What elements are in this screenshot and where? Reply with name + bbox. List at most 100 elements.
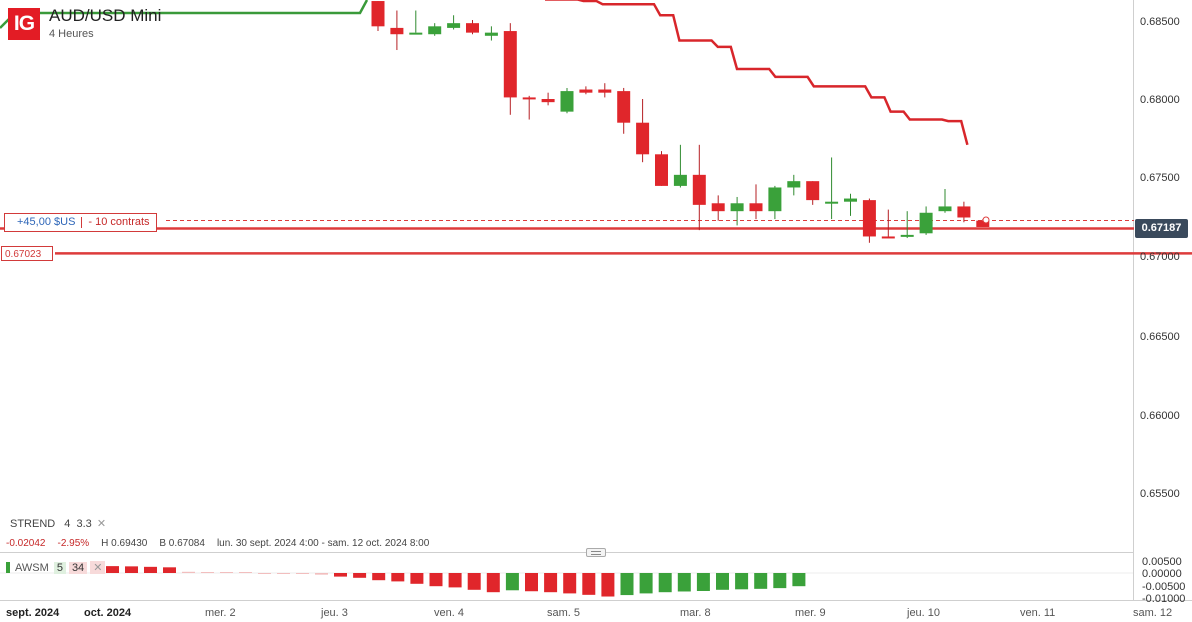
strend-param-2: 3.3 [76, 518, 92, 530]
candle [787, 174, 801, 196]
x-tick: sam. 5 [547, 607, 581, 619]
level-price-tag[interactable]: 0.67023 [1, 246, 53, 261]
candle-body [503, 31, 517, 98]
candle [730, 196, 744, 226]
osc-tick: 0.00500 [1142, 556, 1182, 568]
low-value: B 0.67084 [159, 538, 205, 549]
change-percent: -2.95% [57, 538, 90, 549]
candle [503, 23, 517, 115]
y-tick: 0.68500 [1140, 16, 1180, 28]
candle-body [541, 99, 555, 103]
order-marker [982, 216, 990, 224]
ig-logo: IG [8, 8, 40, 40]
candle-body [579, 89, 593, 93]
strend-down-line [545, 0, 969, 146]
candle [541, 92, 555, 106]
candle [617, 87, 631, 134]
candle [466, 20, 479, 35]
x-tick: oct. 2024 [84, 607, 132, 619]
close-icon[interactable]: ✕ [96, 518, 107, 530]
x-tick: jeu. 10 [907, 607, 941, 619]
candle-body [598, 89, 612, 93]
candle [484, 26, 498, 41]
price-stats: -0.02042 -2.95% H 0.69430 B 0.67084 lun.… [6, 538, 429, 549]
candle-body [711, 203, 725, 212]
candle [881, 209, 895, 239]
candle-body [900, 234, 914, 237]
y-tick: 0.65500 [1140, 488, 1180, 500]
candle-body [844, 198, 857, 202]
candle-body [409, 32, 423, 35]
timeframe-label[interactable]: 4 Heures [49, 28, 94, 40]
y-tick: 0.68000 [1140, 94, 1180, 106]
candle-body [673, 174, 687, 186]
candle-body [768, 187, 782, 212]
awsm-param-1: 5 [53, 561, 66, 574]
candle-body [749, 203, 763, 212]
position-box[interactable]: +45,00 $US - 10 contrats [4, 213, 157, 232]
awsm-indicator-label[interactable]: AWSM 5 34 ✕ [6, 561, 106, 574]
high-value: H 0.69430 [101, 538, 148, 549]
candle-body [636, 122, 650, 155]
candle-body [862, 200, 876, 237]
candle [522, 95, 536, 120]
x-tick: sam. 12 [1133, 607, 1173, 619]
candle-body [957, 206, 971, 218]
candle [447, 15, 461, 30]
candle-body [881, 236, 895, 239]
awsm-param-2: 34 [68, 561, 88, 574]
close-icon[interactable]: ✕ [90, 561, 106, 574]
osc-tick: -0.01000 [1142, 593, 1186, 605]
candle [579, 86, 593, 95]
current-price-tag: 0.67187 [1135, 219, 1188, 238]
candle [825, 157, 839, 220]
candle [919, 206, 933, 235]
y-tick: 0.67000 [1140, 251, 1180, 263]
candle-body [484, 32, 498, 36]
candle [560, 87, 574, 114]
strend-name: STREND [10, 518, 56, 530]
strend-param-1: 4 [64, 518, 71, 530]
x-tick: sept. 2024 [6, 607, 60, 619]
candle-body [428, 26, 442, 35]
y-tick: 0.66000 [1140, 410, 1180, 422]
awsm-name: AWSM [15, 561, 49, 574]
position-separator [81, 217, 83, 228]
x-tick: mer. 2 [205, 607, 236, 619]
position-size: - 10 contrats [88, 216, 150, 228]
candle-body [560, 91, 574, 112]
change-value: -0.02042 [6, 538, 46, 549]
candle [711, 195, 725, 221]
candle-body [522, 97, 536, 100]
date-range: lun. 30 sept. 2024 4:00 - sam. 12 oct. 2… [216, 538, 430, 549]
instrument-title[interactable]: AUD/USD Mini [49, 6, 162, 25]
candle [636, 99, 650, 163]
candle-body [466, 23, 479, 33]
strend-indicator-label[interactable]: STREND 4 3.3 ✕ [10, 517, 112, 530]
candle-body [617, 91, 631, 123]
y-tick: 0.66500 [1140, 331, 1180, 343]
x-tick: ven. 11 [1020, 607, 1056, 619]
x-tick: mer. 9 [795, 607, 826, 619]
candle [428, 23, 442, 36]
candle [673, 144, 687, 188]
candle-body [976, 220, 990, 227]
candle [862, 198, 876, 243]
candle-body [447, 23, 461, 28]
x-tick: ven. 4 [434, 607, 464, 619]
candle [390, 10, 404, 51]
strend-up-line [0, 0, 369, 29]
candle [806, 181, 820, 205]
position-pnl: +45,00 $US [17, 216, 76, 228]
candle [938, 189, 952, 213]
pane-resize-handle[interactable] [586, 548, 606, 557]
osc-tick: 0.00000 [1142, 568, 1182, 580]
x-tick: jeu. 3 [321, 607, 348, 619]
candle [900, 211, 914, 239]
x-tick: mar. 8 [680, 607, 711, 619]
awsm-color-marker [6, 562, 10, 573]
candle [409, 10, 423, 35]
candle [749, 184, 763, 220]
candle [957, 201, 971, 223]
